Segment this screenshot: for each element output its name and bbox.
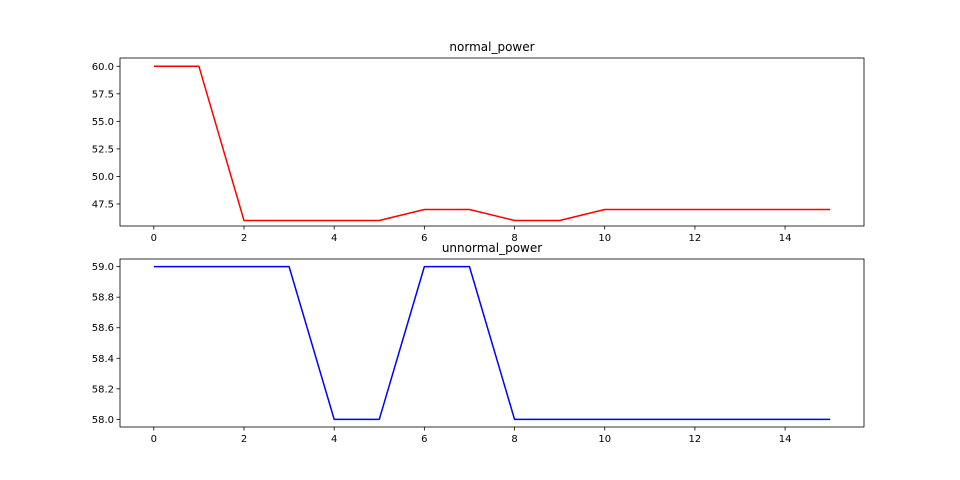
x-tick-label: 2	[241, 434, 247, 445]
x-tick-label: 14	[779, 434, 792, 445]
y-tick-label: 58.4	[92, 354, 114, 365]
x-tick-label: 6	[421, 434, 427, 445]
x-tick-label: 6	[421, 233, 427, 244]
y-tick-label: 58.8	[92, 293, 114, 304]
y-tick-label: 50.0	[92, 172, 114, 183]
x-tick-label: 8	[511, 434, 517, 445]
y-tick-label: 58.6	[92, 323, 114, 334]
y-tick-label: 60.0	[92, 62, 114, 73]
axes-frame	[119, 258, 865, 428]
x-tick-label: 0	[151, 233, 157, 244]
series-line	[153, 65, 831, 222]
x-tick-label: 10	[598, 233, 611, 244]
x-tick-label: 4	[331, 233, 337, 244]
x-tick-label: 10	[598, 434, 611, 445]
plot-area: 0 2 4 6 8 10 12 14 47.5 50.0 52.5 55.0 57.5 60.0	[92, 57, 865, 244]
x-tick-label: 2	[241, 233, 247, 244]
x-tick-label: 8	[511, 233, 517, 244]
y-tick-label: 52.5	[92, 144, 114, 155]
plot-area: 0 2 4 6 8 10 12 14 58.0 58.2 58.4 58.6 58.8 59.0	[92, 258, 865, 445]
x-tick-label: 4	[331, 434, 337, 445]
y-tick-label: 55.0	[92, 117, 114, 128]
subplot-normal-power: normal_power 0 2 4 6 8 10 12 14 47.5 50.0 52.5 55.0…	[92, 40, 865, 244]
series-line	[153, 265, 831, 421]
subplot-unnormal-power: unnormal_power 0 2 4 6 8 10 12 14 58.0 58.2 58.4 58…	[92, 241, 865, 445]
x-tick-label: 12	[689, 434, 702, 445]
y-tick-label: 47.5	[92, 199, 114, 210]
axes-frame	[119, 57, 865, 227]
y-tick-label: 58.2	[92, 384, 114, 395]
chart-title: normal_power	[449, 40, 534, 54]
y-tick-label: 57.5	[92, 89, 114, 100]
chart-title: unnormal_power	[442, 241, 542, 255]
x-tick-label: 14	[779, 233, 792, 244]
y-tick-label: 59.0	[92, 262, 114, 273]
y-tick-label: 58.0	[92, 415, 114, 426]
x-tick-label: 12	[689, 233, 702, 244]
x-tick-label: 0	[151, 434, 157, 445]
